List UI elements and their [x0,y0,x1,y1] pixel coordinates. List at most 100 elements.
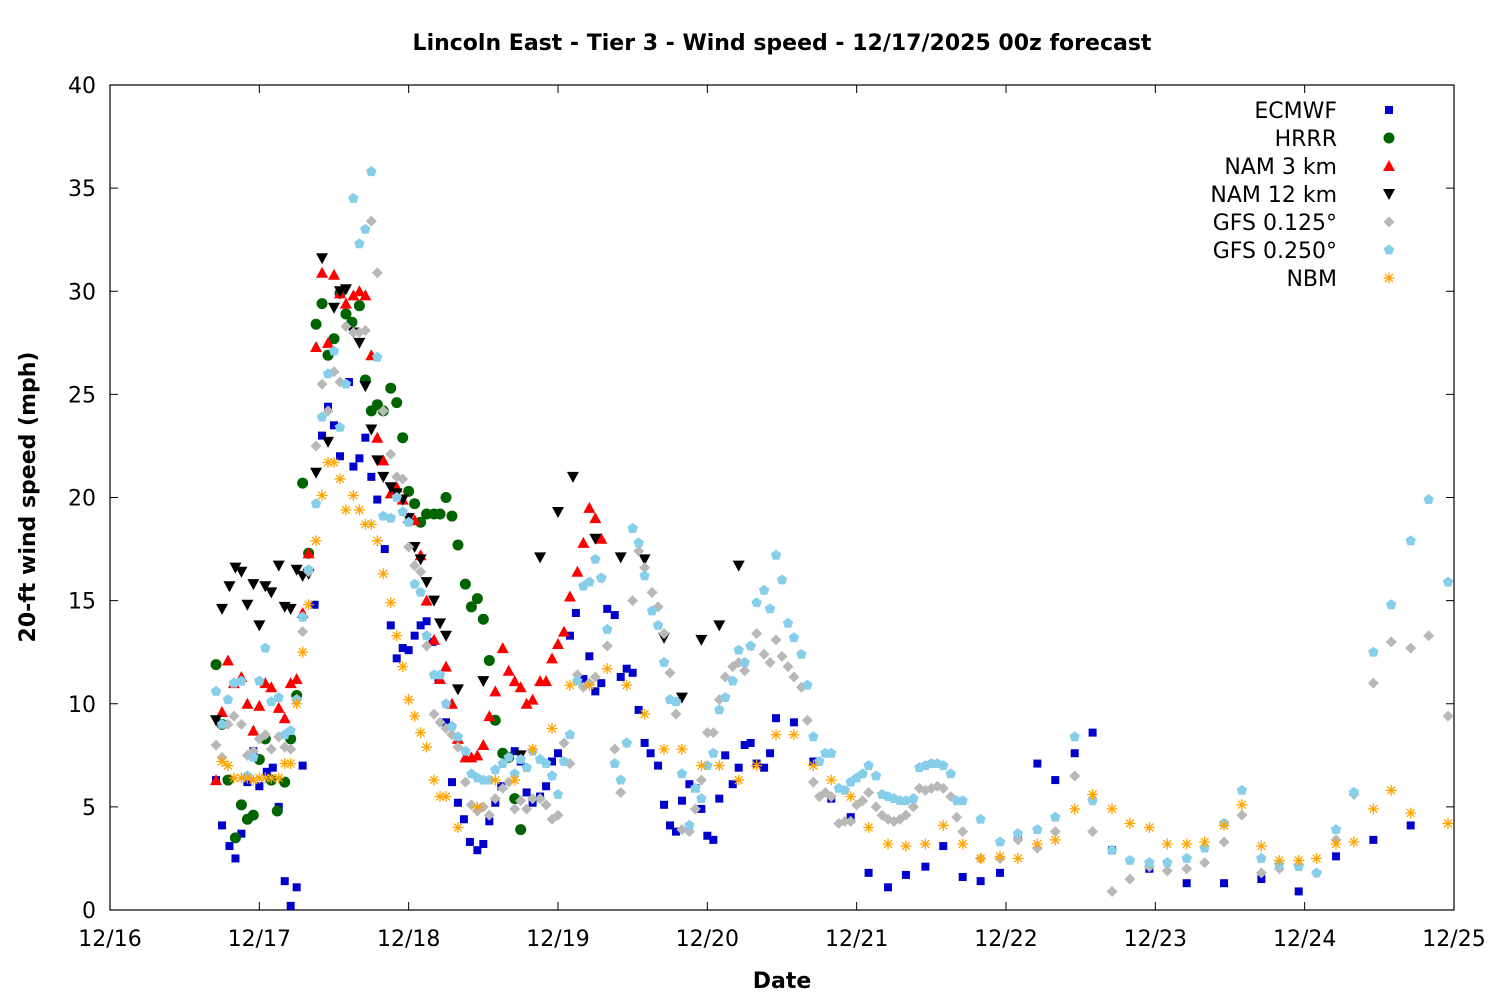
x-tick-label: 12/20 [676,927,739,952]
gfs-0-250-point [348,192,359,203]
nam-12-km-point [440,630,452,642]
gfs-0-250-point [596,572,607,583]
legend-marker [1383,189,1395,200]
plot-frame [109,84,1455,911]
gfs-0-125-point [540,799,552,811]
nam-3-km-point [526,693,539,705]
nbm-point [1385,784,1397,796]
ecmwf-point [1088,728,1097,737]
ecmwf-point [373,495,382,504]
gfs-0-250-point [945,768,956,779]
nam-3-km-point [589,512,602,524]
gfs-0-125-point [633,545,645,557]
gfs-0-125-point [1199,857,1211,869]
hrrr-point [440,492,452,503]
nam-3-km-point [514,681,527,693]
gfs-0-125-point [521,803,533,815]
gfs-0-125-point [782,661,794,673]
nam-3-km-point [302,547,315,559]
gfs-0-250-point [1236,784,1248,795]
nam-3-km-point [477,739,490,750]
nam-3-km-point [247,724,260,736]
ecmwf-point [565,631,574,640]
x-tick-label: 12/18 [377,927,440,952]
legend-marker [1383,160,1395,171]
gfs-0-250-point [808,731,819,742]
gfs-0-250-point [558,756,570,766]
gfs-0-250-point [1106,844,1118,855]
ecmwf-point [386,621,395,630]
gfs-0-250-point [248,751,259,762]
nam-12-km-point [284,603,297,615]
nam-3-km-point [221,654,234,666]
ecmwf-point [1332,852,1341,861]
ecmwf-point [772,714,781,723]
ecmwf-point [268,763,277,772]
hrrr-point [409,498,421,510]
nbm-point [1124,817,1136,829]
gfs-0-250-point [1144,857,1155,867]
gfs-0-250-point [1386,599,1397,610]
gfs-0-125-point [397,473,409,485]
gfs-0-250-point [354,238,365,249]
series-nam-12-km [210,253,745,762]
nbm-point [1143,822,1155,833]
gfs-0-250-point [1050,811,1061,822]
ecmwf-point [628,668,637,677]
hrrr-point [297,477,309,489]
nbm-point [1236,799,1248,811]
y-tick-label: 25 [68,383,96,408]
nam-3-km-point [316,266,329,278]
gfs-0-250-point [434,669,446,680]
legend-label: NAM 12 km [1210,183,1337,208]
chart-title: Lincoln East - Tier 3 - Wind speed - 12/… [413,31,1152,56]
hrrr-point [397,432,409,444]
nbm-point [1012,852,1024,864]
hrrr-point [247,809,259,821]
data-points [210,166,1454,910]
nbm-point [1106,803,1118,815]
nam-3-km-point [583,501,596,513]
nbm-point [1181,838,1193,850]
ecmwf-point [361,433,370,442]
gfs-0-250-point [652,619,664,630]
nam-12-km-point [675,692,688,704]
gfs-0-250-point [770,549,782,560]
nam-12-km-point [322,436,335,448]
nam-12-km-point [223,581,236,593]
gfs-0-250-point [1311,867,1322,878]
ecmwf-point [262,767,271,776]
legend-label: NAM 3 km [1224,155,1337,180]
nam-12-km-point [253,620,266,632]
hrrr-point [316,298,328,310]
ecmwf-point [709,835,718,844]
ecmwf-point [1220,879,1229,888]
gfs-0-250-point [515,753,526,764]
gfs-0-125-point [957,826,969,838]
gfs-0-250-point [658,657,670,667]
ecmwf-point [1051,776,1060,785]
gfs-0-250-point [764,603,776,614]
nam-12-km-point [290,564,303,576]
gfs-0-125-point [552,809,564,821]
nbm-point [328,456,340,468]
ecmwf-point [1257,875,1266,884]
y-axis: 0 5 10 15 20 25 30 35 40 [68,74,1454,924]
gfs-0-250-point [310,498,322,509]
gfs-0-125-point [385,448,397,460]
gfs-0-250-point [254,675,265,686]
gfs-0-125-point [751,628,763,640]
gfs-0-250-point [210,685,222,696]
x-axis-title: Date [753,969,812,994]
nbm-point [1293,855,1305,866]
gfs-0-125-point [937,782,949,794]
nam-3-km-point [328,268,340,280]
nam-3-km-point [310,340,323,352]
gfs-0-250-point [802,679,813,690]
nam-12-km-point [210,715,223,727]
gfs-0-125-point [371,267,383,279]
gfs-0-250-point [222,694,234,705]
ecmwf-point [298,761,307,770]
x-tick-label: 12/19 [526,927,589,952]
gfs-0-250-point [788,632,800,643]
